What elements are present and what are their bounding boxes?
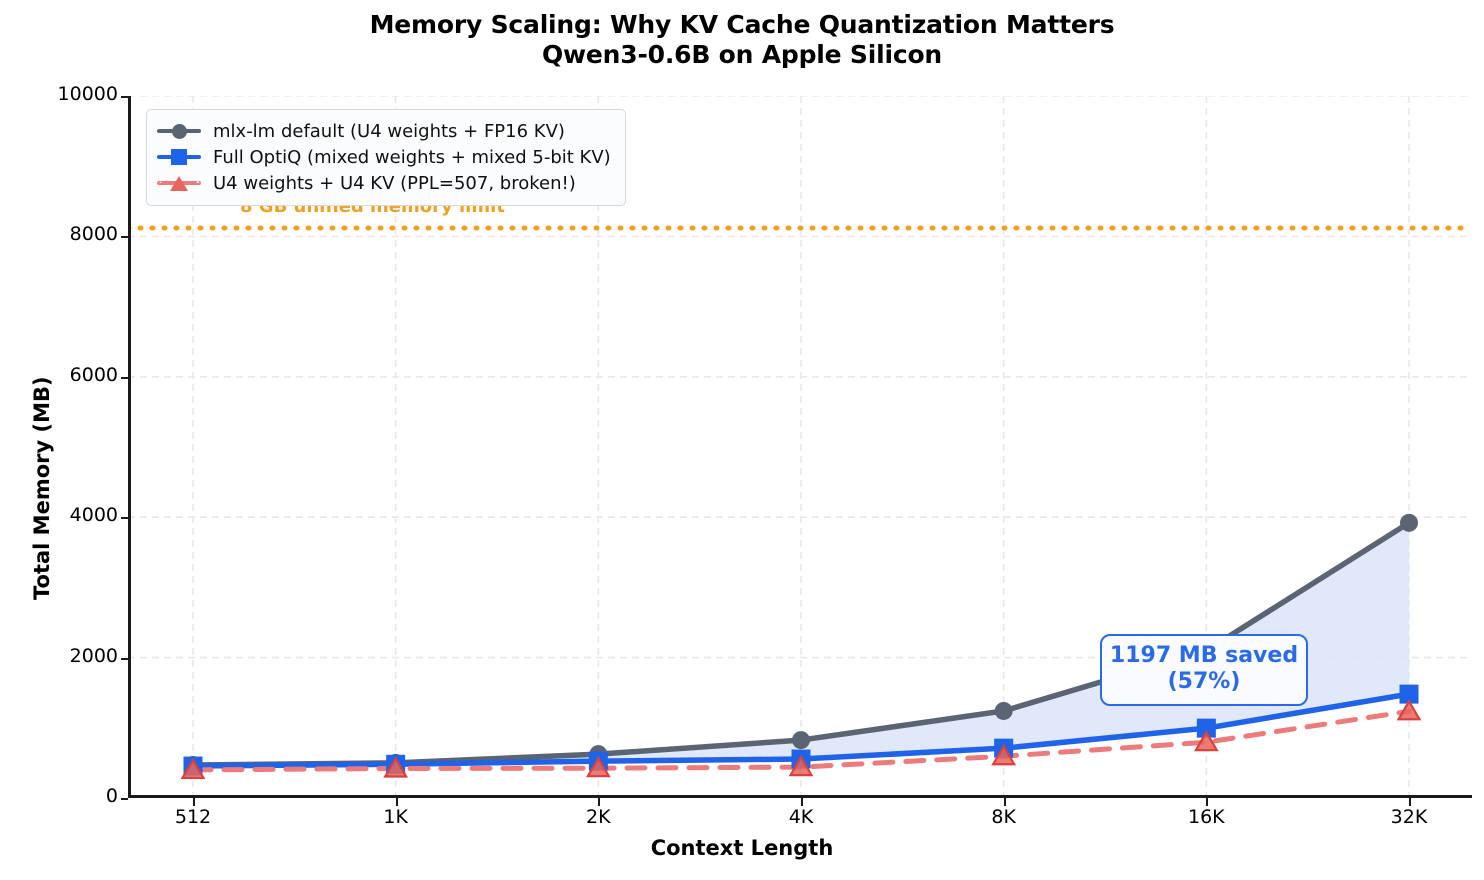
x-tick-label: 4K bbox=[788, 806, 814, 828]
legend-item-label: Full OptiQ (mixed weights + mixed 5-bit … bbox=[213, 146, 611, 168]
x-tick-label: 1K bbox=[383, 806, 408, 828]
legend-swatch bbox=[157, 146, 201, 168]
data-point-marker bbox=[383, 756, 409, 778]
data-point-marker bbox=[1193, 730, 1219, 752]
data-point-marker bbox=[1400, 513, 1418, 532]
data-point-marker bbox=[1396, 699, 1422, 721]
chart-title: Memory Scaling: Why KV Cache Quantizatio… bbox=[0, 10, 1484, 70]
legend-item[interactable]: Full OptiQ (mixed weights + mixed 5-bit … bbox=[157, 144, 611, 170]
x-tick-mark bbox=[801, 798, 803, 806]
x-tick-label: 32K bbox=[1390, 806, 1428, 828]
plot-frame bbox=[128, 96, 1472, 798]
x-axis-title: Context Length bbox=[650, 836, 834, 860]
y-axis-title: Total Memory (MB) bbox=[30, 376, 54, 600]
y-tick-mark bbox=[121, 236, 128, 239]
data-point-marker bbox=[1399, 684, 1419, 704]
x-tick-mark bbox=[598, 798, 601, 806]
data-point-marker bbox=[1196, 718, 1216, 738]
x-tick-label: 8K bbox=[991, 806, 1016, 828]
savings-annotation-line1: 1197 MB saved bbox=[1109, 643, 1299, 668]
x-tick-mark bbox=[1409, 798, 1411, 806]
chart-title-line1: Memory Scaling: Why KV Cache Quantizatio… bbox=[369, 10, 1115, 39]
data-point-marker bbox=[788, 754, 814, 777]
savings-annotation-line2: (57%) bbox=[1167, 669, 1241, 694]
chart-legend: mlx-lm default (U4 weights + FP16 KV) Ful… bbox=[146, 109, 626, 206]
y-tick-label: 4000 bbox=[69, 504, 118, 527]
y-tick-mark bbox=[121, 376, 128, 379]
y-tick-label: 0 bbox=[105, 785, 118, 807]
legend-item[interactable]: mlx-lm default (U4 weights + FP16 KV) bbox=[157, 118, 611, 144]
savings-fill-region bbox=[193, 522, 1409, 767]
x-tick-label: 512 bbox=[174, 806, 212, 828]
y-tick-mark bbox=[121, 96, 128, 98]
data-point-marker bbox=[991, 744, 1017, 766]
x-tick-label: 2K bbox=[586, 806, 611, 828]
legend-marker-circle bbox=[172, 124, 187, 139]
y-tick-mark bbox=[121, 517, 128, 520]
legend-marker-square bbox=[171, 149, 187, 165]
y-tick-label: 6000 bbox=[69, 363, 118, 386]
x-tick-label: 16K bbox=[1188, 806, 1225, 828]
legend-swatch bbox=[157, 172, 201, 194]
y-tick-label: 8000 bbox=[69, 223, 118, 246]
data-point-marker bbox=[585, 755, 611, 778]
chart-title-line2: Qwen3-0.6B on Apple Silicon bbox=[541, 40, 943, 69]
legend-swatch bbox=[157, 120, 201, 142]
y-tick-mark bbox=[121, 657, 128, 660]
x-tick-mark bbox=[1206, 798, 1209, 806]
legend-item-label: U4 weights + U4 KV (PPL=507, broken!) bbox=[213, 172, 576, 194]
data-point-marker bbox=[792, 731, 810, 750]
y-tick-label: 2000 bbox=[69, 644, 118, 667]
y-tick-label: 10000 bbox=[57, 83, 118, 105]
y-tick-mark bbox=[121, 798, 128, 800]
legend-marker-triangle bbox=[170, 176, 188, 191]
savings-annotation: 1197 MB saved (57%) bbox=[1100, 634, 1308, 706]
x-tick-mark bbox=[395, 798, 398, 806]
x-tick-mark bbox=[193, 798, 195, 806]
data-point-marker bbox=[994, 701, 1013, 720]
x-tick-mark bbox=[1003, 798, 1006, 806]
legend-item[interactable]: U4 weights + U4 KV (PPL=507, broken!) bbox=[157, 170, 611, 196]
legend-item-label: mlx-lm default (U4 weights + FP16 KV) bbox=[213, 120, 565, 142]
data-point-marker bbox=[180, 757, 206, 780]
